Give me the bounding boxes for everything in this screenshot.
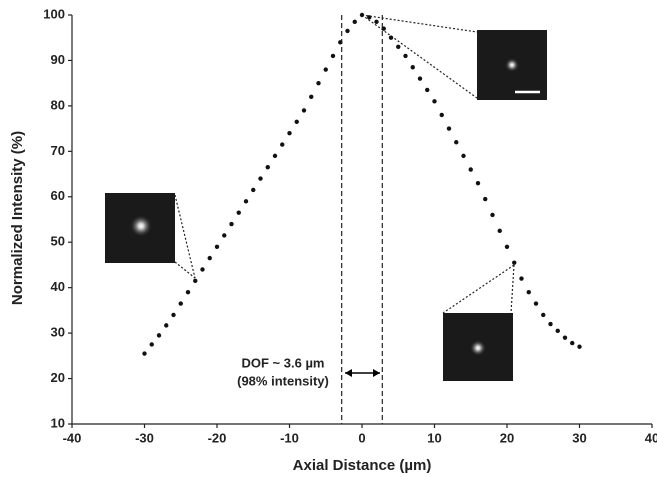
data-point bbox=[272, 153, 278, 159]
annotation: (98% intensity) bbox=[237, 373, 329, 388]
data-point bbox=[301, 108, 307, 113]
data-point bbox=[410, 65, 415, 70]
x-tick-label: -30 bbox=[135, 430, 154, 445]
y-tick-label: 30 bbox=[51, 325, 65, 340]
dof-arrowheads bbox=[345, 369, 380, 377]
inset-spot bbox=[505, 58, 519, 72]
y-tick-label: 40 bbox=[51, 279, 65, 294]
data-point bbox=[475, 180, 481, 186]
x-tick-label: -40 bbox=[63, 430, 82, 445]
data-point bbox=[541, 312, 546, 318]
data-point bbox=[330, 53, 336, 59]
data-point bbox=[417, 76, 423, 81]
data-point bbox=[555, 328, 560, 334]
data-point bbox=[519, 276, 524, 281]
data-point bbox=[323, 67, 328, 72]
x-tick-label: -10 bbox=[280, 430, 299, 445]
data-point bbox=[193, 278, 198, 284]
data-point bbox=[287, 130, 292, 136]
data-point bbox=[207, 255, 212, 261]
data-point bbox=[483, 196, 488, 202]
data-point bbox=[164, 323, 169, 328]
inset-spot bbox=[130, 215, 152, 237]
data-point bbox=[359, 12, 365, 18]
y-tick-label: 10 bbox=[51, 415, 65, 430]
data-point bbox=[222, 233, 227, 238]
data-point bbox=[454, 140, 459, 145]
x-tick-label: 20 bbox=[500, 430, 514, 445]
data-point bbox=[345, 28, 350, 34]
data-point bbox=[352, 19, 357, 25]
data-point bbox=[403, 53, 408, 59]
data-point bbox=[374, 19, 379, 25]
inset-spot bbox=[470, 340, 486, 356]
leader-lines bbox=[174, 14, 515, 314]
insets bbox=[105, 14, 547, 381]
data-point bbox=[200, 267, 205, 272]
data-point bbox=[142, 351, 147, 356]
data-point bbox=[294, 119, 299, 124]
data-point bbox=[504, 244, 510, 249]
data-point bbox=[229, 221, 234, 227]
data-point bbox=[171, 312, 176, 318]
data-point bbox=[316, 80, 321, 86]
data-point bbox=[439, 112, 444, 118]
x-tick-label: 0 bbox=[358, 430, 365, 445]
data-point bbox=[548, 321, 553, 327]
data-point bbox=[388, 35, 394, 40]
x-axis-label: Axial Distance (µm) bbox=[293, 457, 432, 474]
data-point bbox=[446, 126, 452, 131]
data-point bbox=[258, 176, 263, 181]
data-point bbox=[577, 344, 582, 349]
data-point bbox=[149, 342, 154, 347]
data-point bbox=[533, 301, 539, 306]
x-tick-label: 10 bbox=[427, 430, 441, 445]
y-tick-label: 80 bbox=[51, 97, 65, 112]
data-point bbox=[461, 153, 466, 159]
y-tick-label: 90 bbox=[51, 52, 65, 67]
data-point bbox=[490, 212, 495, 218]
y-tick-label: 70 bbox=[51, 143, 65, 158]
data-point bbox=[214, 244, 220, 249]
data-point bbox=[265, 165, 270, 170]
data-point bbox=[309, 94, 314, 100]
y-tick-label: 50 bbox=[51, 234, 65, 249]
data-point bbox=[425, 87, 430, 93]
data-point bbox=[243, 199, 249, 204]
data-point bbox=[156, 333, 162, 338]
data-point bbox=[236, 210, 241, 215]
data-point bbox=[251, 187, 256, 193]
data-point bbox=[562, 335, 568, 340]
y-tick-label: 100 bbox=[43, 6, 65, 21]
x-tick-label: -20 bbox=[208, 430, 227, 445]
y-tick-label: 60 bbox=[51, 188, 65, 203]
data-point bbox=[185, 290, 191, 295]
data-point bbox=[468, 167, 473, 172]
data-point bbox=[367, 15, 372, 20]
x-tick-label: 40 bbox=[645, 430, 657, 445]
data-point bbox=[512, 260, 517, 265]
data-point bbox=[338, 40, 343, 45]
y-tick-label: 20 bbox=[51, 370, 65, 385]
data-point bbox=[280, 142, 285, 147]
data-point bbox=[526, 290, 531, 295]
x-tick-label: 30 bbox=[572, 430, 586, 445]
data-point bbox=[432, 99, 437, 104]
annotation: DOF ~ 3.6 µm bbox=[242, 355, 325, 370]
data-point bbox=[497, 228, 502, 234]
data-point bbox=[178, 301, 183, 306]
data-point bbox=[381, 26, 386, 31]
data-point bbox=[570, 340, 575, 346]
y-axis-label: Normalized Intensity (%) bbox=[9, 131, 26, 305]
data-point bbox=[396, 44, 401, 50]
